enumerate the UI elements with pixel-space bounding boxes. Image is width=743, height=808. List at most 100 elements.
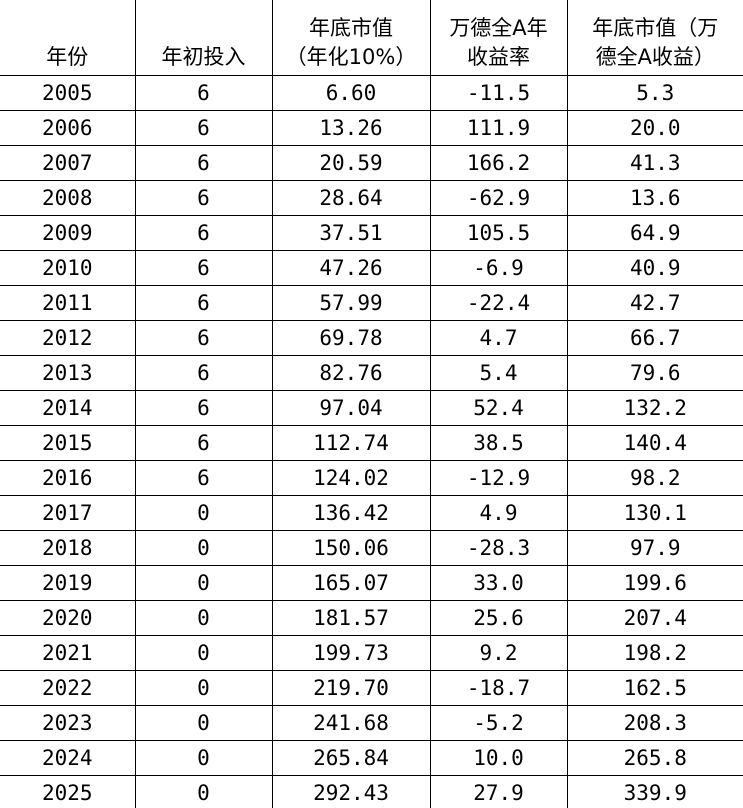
table-cell: 105.5 [429, 215, 568, 251]
table-cell: 6 [134, 250, 273, 286]
table-cell: 2005 [0, 75, 136, 111]
table-cell: 2021 [0, 635, 136, 671]
table-cell: 0 [134, 670, 273, 706]
table-cell: 207.4 [566, 600, 743, 636]
table-cell: 2019 [0, 565, 136, 601]
table-row: 2013 6 82.76 5.4 79.6 [0, 355, 743, 391]
table-row: 2017 0 136.42 4.9 130.1 [0, 495, 743, 531]
table-cell: 136.42 [271, 495, 431, 531]
table-cell: -62.9 [429, 180, 568, 216]
table-cell: 33.0 [429, 565, 568, 601]
table-cell: 0 [134, 775, 273, 808]
table-cell: 2020 [0, 600, 136, 636]
header-cell: 年底市值（万 德全A收益） [566, 0, 743, 76]
table-cell: 42.7 [566, 285, 743, 321]
table-cell: 111.9 [429, 110, 568, 146]
table-cell: 132.2 [566, 390, 743, 426]
table-cell: 2007 [0, 145, 136, 181]
table-cell: 66.7 [566, 320, 743, 356]
table-row: 2025 0 292.43 27.9 339.9 [0, 775, 743, 808]
table-cell: 40.9 [566, 250, 743, 286]
table-cell: 25.6 [429, 600, 568, 636]
table-cell: 2018 [0, 530, 136, 566]
header-text: 年初投入 [161, 45, 246, 69]
table-cell: 20.0 [566, 110, 743, 146]
table-row: 2010 6 47.26 -6.9 40.9 [0, 250, 743, 286]
table-cell: -6.9 [429, 250, 568, 286]
table-cell: 112.74 [271, 425, 431, 461]
table-cell: 6 [134, 75, 273, 111]
table-cell: 0 [134, 565, 273, 601]
table-cell: 198.2 [566, 635, 743, 671]
table-cell: 0 [134, 740, 273, 776]
table-cell: 28.64 [271, 180, 431, 216]
header-text: 年底市值（万 [592, 16, 719, 40]
table-cell: 2010 [0, 250, 136, 286]
table-cell: 97.9 [566, 530, 743, 566]
table-cell: 0 [134, 530, 273, 566]
table-cell: 165.07 [271, 565, 431, 601]
table-cell: 98.2 [566, 460, 743, 496]
table-cell: 37.51 [271, 215, 431, 251]
table-cell: 57.99 [271, 285, 431, 321]
table-cell: 199.73 [271, 635, 431, 671]
table-cell: 130.1 [566, 495, 743, 531]
table-cell: 38.5 [429, 425, 568, 461]
table-cell: -11.5 [429, 75, 568, 111]
header-text: （年化10%） [285, 45, 417, 69]
table-row: 2019 0 165.07 33.0 199.6 [0, 565, 743, 601]
table-row: 2006 6 13.26 111.9 20.0 [0, 110, 743, 146]
table-cell: 150.06 [271, 530, 431, 566]
table-cell: 69.78 [271, 320, 431, 356]
header-text: 德全A收益） [595, 45, 715, 69]
table-cell: 6 [134, 320, 273, 356]
table-cell: 6 [134, 180, 273, 216]
table-row: 2020 0 181.57 25.6 207.4 [0, 600, 743, 636]
table-row: 2009 6 37.51 105.5 64.9 [0, 215, 743, 251]
table-row: 2012 6 69.78 4.7 66.7 [0, 320, 743, 356]
table-cell: 124.02 [271, 460, 431, 496]
table-cell: 82.76 [271, 355, 431, 391]
table-row: 2024 0 265.84 10.0 265.8 [0, 740, 743, 776]
table-cell: 6 [134, 285, 273, 321]
table-cell: 166.2 [429, 145, 568, 181]
table-cell: 2011 [0, 285, 136, 321]
table-row: 2023 0 241.68 -5.2 208.3 [0, 705, 743, 741]
table-cell: 162.5 [566, 670, 743, 706]
table-cell: 20.59 [271, 145, 431, 181]
table-cell: 5.4 [429, 355, 568, 391]
table-cell: 265.84 [271, 740, 431, 776]
table-cell: -12.9 [429, 460, 568, 496]
table-cell: 219.70 [271, 670, 431, 706]
table-cell: 2017 [0, 495, 136, 531]
header-row: 年份 年初投入 年底市值 （年化10%） 万德全A年 收益率 年底市值（万 德全A收益） [0, 0, 743, 76]
table-cell: 4.7 [429, 320, 568, 356]
table-cell: 97.04 [271, 390, 431, 426]
table-cell: 27.9 [429, 775, 568, 808]
header-cell: 年初投入 [134, 0, 273, 76]
table-cell: -5.2 [429, 705, 568, 741]
table-cell: 265.8 [566, 740, 743, 776]
table-cell: 41.3 [566, 145, 743, 181]
header-text: 年份 [46, 45, 89, 69]
table-cell: 2016 [0, 460, 136, 496]
table-cell: 6 [134, 460, 273, 496]
table-cell: 6 [134, 215, 273, 251]
table-row: 2005 6 6.60 -11.5 5.3 [0, 75, 743, 111]
header-cell: 年底市值 （年化10%） [271, 0, 431, 76]
table-cell: 10.0 [429, 740, 568, 776]
table-cell: 2025 [0, 775, 136, 808]
table-cell: 13.6 [566, 180, 743, 216]
table-cell: 208.3 [566, 705, 743, 741]
header-cell: 万德全A年 收益率 [429, 0, 568, 76]
table-row: 2015 6 112.74 38.5 140.4 [0, 425, 743, 461]
table-cell: 0 [134, 635, 273, 671]
table-cell: 2022 [0, 670, 136, 706]
table-cell: -18.7 [429, 670, 568, 706]
table-cell: 2013 [0, 355, 136, 391]
header-cell: 年份 [0, 0, 136, 76]
header-text: 年底市值 [309, 16, 393, 40]
table-row: 2007 6 20.59 166.2 41.3 [0, 145, 743, 181]
table-body: 2005 6 6.60 -11.5 5.3 2006 6 13.26 111.9 20.0 2007… [0, 75, 743, 808]
